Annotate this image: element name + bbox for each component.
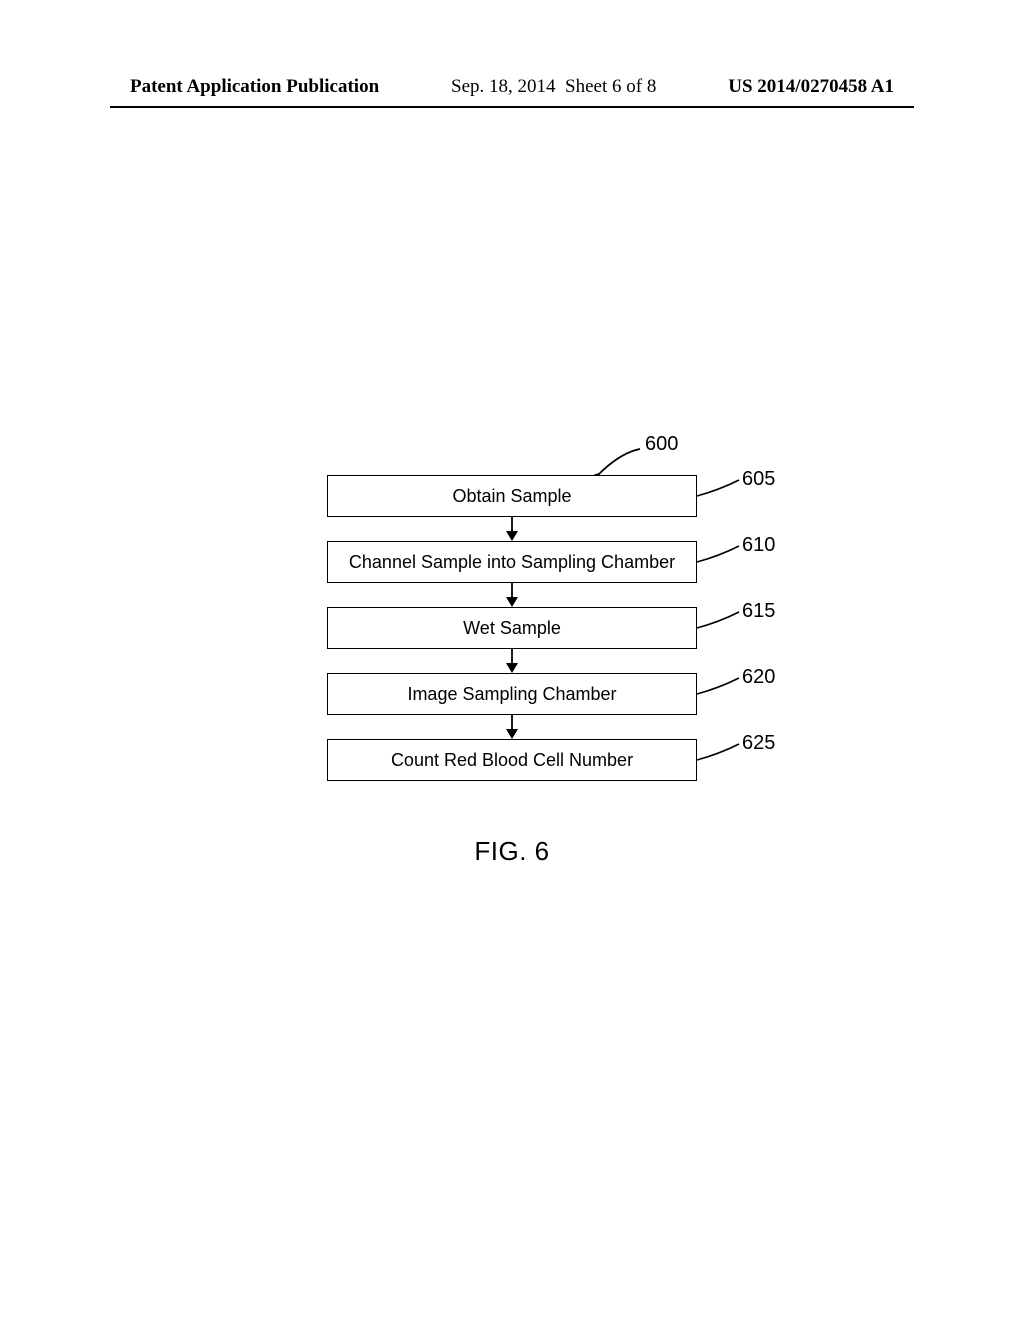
header-left: Patent Application Publication	[130, 76, 379, 98]
page: Patent Application Publication Sep. 18, …	[0, 0, 1024, 1320]
leader-615	[697, 612, 747, 638]
ref-605: 605	[742, 468, 775, 491]
step-box-620: Image Sampling Chamber	[327, 673, 697, 715]
step-label: Obtain Sample	[452, 486, 571, 507]
step-label: Image Sampling Chamber	[407, 684, 616, 705]
flowchart: Obtain Sample Channel Sample into Sampli…	[327, 475, 697, 781]
ref-625: 625	[742, 732, 775, 755]
arrow-down-icon	[502, 583, 522, 607]
step-box-605: Obtain Sample	[327, 475, 697, 517]
step-box-610: Channel Sample into Sampling Chamber	[327, 541, 697, 583]
header-date: Sep. 18, 2014 Sheet 6 of 8	[451, 76, 656, 98]
flowchart-column: Obtain Sample Channel Sample into Sampli…	[327, 475, 697, 781]
step-label: Channel Sample into Sampling Chamber	[349, 552, 675, 573]
page-header: Patent Application Publication Sep. 18, …	[0, 76, 1024, 98]
leader-610	[697, 546, 747, 572]
header-pubno: US 2014/0270458 A1	[728, 76, 894, 98]
figure-caption: FIG. 6	[474, 836, 549, 867]
leader-605	[697, 480, 747, 506]
ref-620: 620	[742, 666, 775, 689]
step-box-615: Wet Sample	[327, 607, 697, 649]
step-box-625: Count Red Blood Cell Number	[327, 739, 697, 781]
figure-ref-600: 600	[645, 433, 678, 456]
step-label: Count Red Blood Cell Number	[391, 750, 633, 771]
leader-625	[697, 744, 747, 770]
arrow-down-icon	[502, 649, 522, 673]
ref-610: 610	[742, 534, 775, 557]
leader-620	[697, 678, 747, 704]
header-rule	[110, 106, 914, 108]
arrow-down-icon	[502, 517, 522, 541]
ref-615: 615	[742, 600, 775, 623]
step-label: Wet Sample	[463, 618, 561, 639]
arrow-down-icon	[502, 715, 522, 739]
